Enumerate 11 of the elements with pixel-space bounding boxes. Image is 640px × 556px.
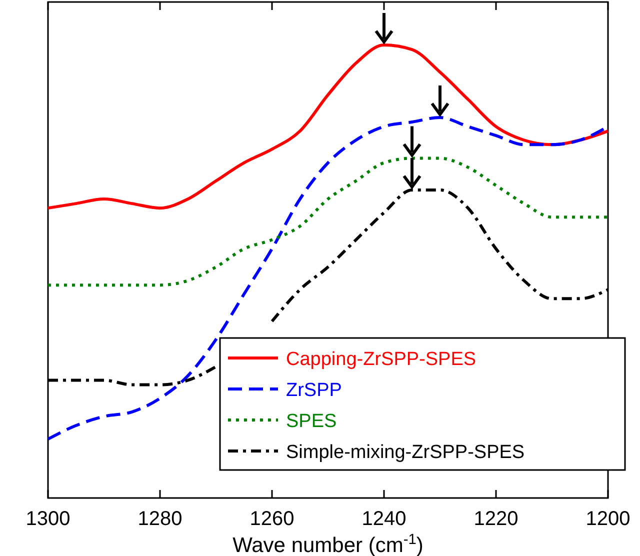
legend-label: Simple-mixing-ZrSPP-SPES [286, 442, 525, 463]
x-tick-label: 1300 [26, 508, 70, 530]
x-axis-title: Wave number (cm$^{-1}$) [232, 532, 424, 556]
x-tick-label: 1240 [362, 508, 406, 530]
x-tick-label: 1220 [474, 508, 518, 530]
legend-label: SPES [286, 411, 337, 432]
x-tick-label: 1200 [586, 508, 630, 530]
legend-label: ZrSPP [286, 380, 342, 401]
x-tick-label: 1260 [250, 508, 294, 530]
legend-label: Capping-ZrSPP-SPES [286, 349, 476, 370]
x-tick-label: 1280 [138, 508, 182, 530]
